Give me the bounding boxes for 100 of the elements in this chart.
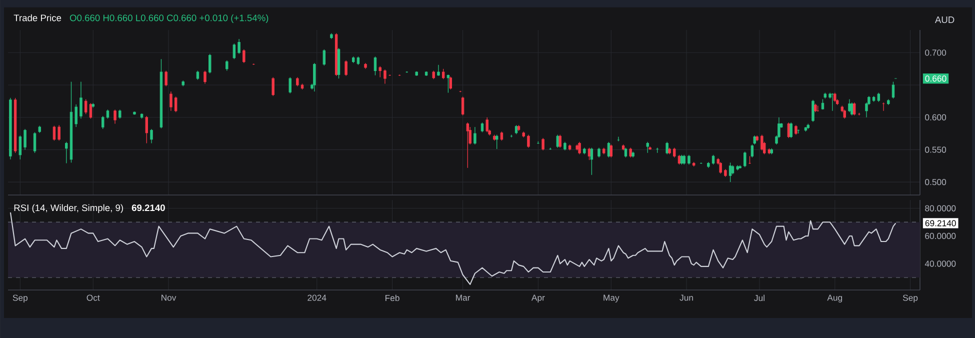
candlestick	[646, 142, 649, 154]
candlestick	[106, 109, 110, 119]
candlestick	[666, 142, 668, 155]
text: AUD	[934, 16, 954, 24]
candlestick	[74, 104, 78, 128]
text: 69.2140	[925, 220, 956, 226]
y-tick-label: 60.0000	[925, 232, 956, 240]
candlestick	[238, 38, 240, 54]
candlestick	[598, 147, 600, 158]
candlestick	[877, 92, 880, 102]
candlestick	[680, 154, 684, 165]
candlestick	[812, 100, 814, 122]
candlestick	[461, 96, 464, 116]
candlestick	[514, 124, 518, 135]
candlestick	[272, 76, 274, 96]
candlestick	[449, 76, 452, 90]
candlestick	[232, 43, 236, 60]
candlestick	[118, 109, 122, 119]
candlestick	[65, 142, 68, 164]
candlestick	[527, 134, 530, 148]
candlestick	[288, 76, 292, 94]
candlestick	[80, 81, 82, 119]
candlestick	[624, 147, 628, 158]
y-tick-label: 0.500	[925, 178, 946, 186]
candlestick	[590, 147, 594, 176]
candlestick	[374, 56, 377, 76]
chart-title: Trade Price	[14, 14, 62, 22]
candlestick	[170, 91, 172, 112]
candlestick	[542, 138, 544, 151]
x-tick-label: May	[604, 294, 620, 302]
x-tick-label: Sep	[12, 294, 28, 303]
x-tick-label: Sep	[902, 294, 918, 303]
candlestick	[629, 147, 632, 158]
candlestick	[114, 109, 116, 124]
chart-title: RSI (14, Wilder, Simple, 9)	[14, 204, 123, 213]
candlestick	[344, 60, 348, 76]
candlestick	[500, 131, 504, 141]
candlestick	[242, 49, 246, 64]
candlestick	[24, 128, 26, 150]
candlestick	[466, 122, 470, 168]
candlestick	[578, 142, 581, 155]
candlestick	[610, 144, 613, 158]
x-tick-label: Oct	[86, 294, 100, 301]
candlestick	[58, 124, 60, 141]
candlestick	[834, 92, 836, 102]
candlestick	[322, 49, 326, 66]
candlestick	[442, 68, 445, 80]
x-tick-label: Nov	[162, 294, 176, 301]
candlestick	[313, 62, 316, 92]
candlestick	[150, 128, 153, 144]
x-tick-label: Jun	[680, 294, 693, 301]
candlestick	[850, 102, 854, 116]
y-tick-label: 0.550	[925, 146, 946, 153]
candlestick	[296, 76, 299, 87]
candlestick	[753, 135, 756, 145]
candlestick	[384, 69, 386, 84]
candlestick	[750, 144, 754, 158]
candlestick	[682, 154, 686, 165]
candlestick	[760, 134, 764, 151]
candlestick	[790, 122, 792, 138]
x-tick-label: Jul	[754, 294, 764, 302]
chart-subtitle: O0.660 H0.660 L0.660 C0.660 +0.010 (+1.54%)	[70, 14, 268, 24]
candlestick	[892, 81, 895, 99]
candlestick	[486, 117, 488, 133]
y-tick-label: 40.0000	[924, 260, 956, 267]
candlestick	[673, 147, 676, 158]
candlestick	[852, 102, 856, 116]
candlestick	[33, 132, 36, 154]
candlestick	[719, 162, 722, 174]
candlestick	[101, 116, 104, 130]
candlestick	[744, 151, 746, 168]
candlestick	[18, 135, 22, 160]
candlestick	[556, 134, 559, 148]
candlestick	[174, 96, 178, 112]
candlestick	[208, 54, 212, 74]
candlestick	[226, 60, 228, 72]
y-tick-label: 80.0000	[925, 205, 956, 212]
x-tick-label: Feb	[386, 294, 400, 302]
candlestick	[474, 126, 476, 145]
candlestick	[712, 154, 715, 165]
x-tick-label: Aug	[827, 294, 842, 302]
candlestick	[164, 70, 168, 87]
candlestick	[196, 70, 200, 80]
candlestick	[52, 125, 56, 141]
candlestick	[794, 124, 798, 136]
candlestick	[731, 164, 734, 175]
candlestick	[728, 162, 732, 182]
candlestick	[688, 154, 690, 165]
chart-subtitle: 69.2140	[132, 204, 165, 212]
y-tick-label: 0.700	[925, 50, 946, 56]
x-tick-label: Mar	[456, 294, 470, 301]
y-tick-label: 0.600	[925, 114, 946, 120]
candlestick	[843, 109, 846, 119]
text: 0.660	[925, 75, 946, 82]
candlestick	[204, 70, 206, 84]
candlestick	[145, 116, 148, 144]
candlestick	[480, 122, 484, 133]
x-tick-label: 2024	[308, 294, 326, 301]
candlestick	[84, 98, 88, 114]
candlestick	[378, 66, 382, 78]
